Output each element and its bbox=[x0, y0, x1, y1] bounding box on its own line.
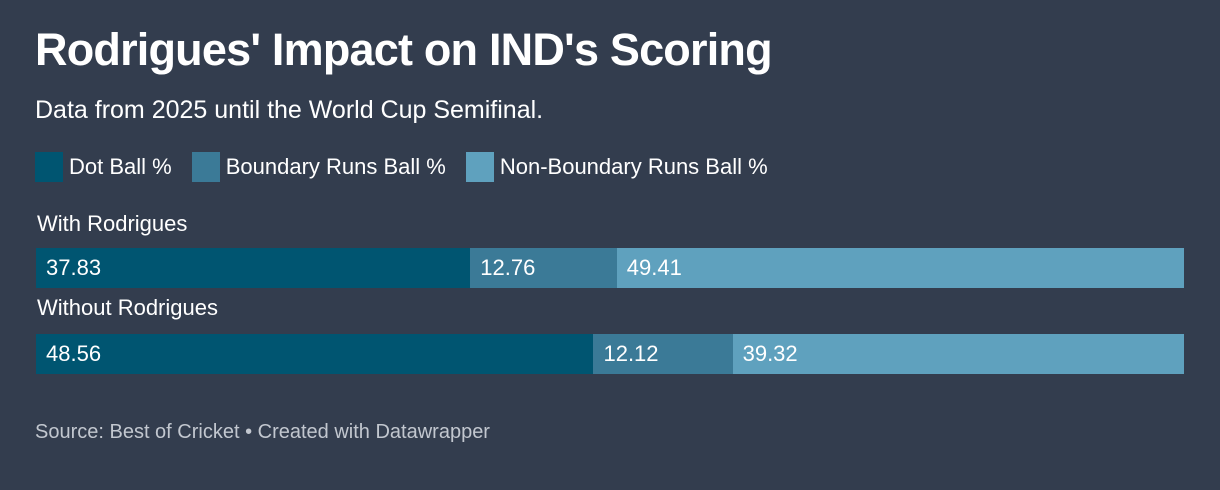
row-label-without-rodrigues: Without Rodrigues bbox=[37, 295, 218, 320]
bar-segment-with-boundary-runs: 12.76 bbox=[470, 248, 617, 288]
bar-with-rodrigues: 37.83 12.76 49.41 bbox=[36, 248, 1184, 288]
legend-label-boundary-runs: Boundary Runs Ball % bbox=[225, 154, 446, 179]
legend-item-boundary-runs: Boundary Runs Ball % bbox=[191, 152, 446, 182]
legend-label-non-boundary-runs: Non-Boundary Runs Ball % bbox=[499, 154, 768, 179]
legend-swatch-dot-ball bbox=[35, 152, 63, 182]
legend-swatch-boundary-runs bbox=[191, 152, 220, 182]
bar-segment-with-non-boundary-runs: 49.41 bbox=[616, 248, 1184, 288]
row-label-with-rodrigues: With Rodrigues bbox=[37, 211, 188, 236]
legend-item-dot-ball: Dot Ball % bbox=[35, 152, 172, 182]
bar-segment-without-dot-ball: 48.56 bbox=[36, 334, 594, 374]
chart-subtitle: Data from 2025 until the World Cup Semif… bbox=[35, 96, 544, 124]
legend: Dot Ball % Boundary Runs Ball % Non-Boun… bbox=[35, 151, 788, 183]
chart-title: Rodrigues' Impact on IND's Scoring bbox=[35, 24, 773, 75]
legend-swatch-non-boundary-runs bbox=[465, 152, 494, 182]
bar-segment-without-non-boundary-runs: 39.32 bbox=[732, 334, 1184, 374]
legend-item-non-boundary-runs: Non-Boundary Runs Ball % bbox=[465, 152, 768, 182]
source-note: Source: Best of Cricket • Created with D… bbox=[35, 421, 490, 443]
legend-label-dot-ball: Dot Ball % bbox=[69, 154, 172, 179]
bar-without-rodrigues: 48.56 12.12 39.32 bbox=[36, 334, 1184, 374]
bar-segment-without-boundary-runs: 12.12 bbox=[593, 334, 733, 374]
bar-segment-with-dot-ball: 37.83 bbox=[36, 248, 471, 288]
